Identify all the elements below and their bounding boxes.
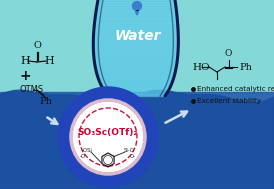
Text: O: O (225, 50, 232, 59)
Text: H: H (20, 56, 30, 66)
Text: H: H (44, 56, 54, 66)
Text: Enhanced catalytic reactivity: Enhanced catalytic reactivity (197, 86, 274, 92)
Text: Water: Water (115, 29, 161, 43)
Text: SO₃Sc(OTf)₂: SO₃Sc(OTf)₂ (78, 128, 138, 136)
Text: Si-O: Si-O (124, 149, 135, 153)
Text: O: O (33, 41, 41, 50)
Text: OTMS: OTMS (19, 85, 43, 94)
Polygon shape (136, 10, 138, 15)
Text: O-: O- (130, 154, 136, 160)
Text: Ph: Ph (239, 63, 252, 71)
Text: Excellent stability: Excellent stability (197, 98, 261, 104)
Text: HO: HO (192, 63, 210, 71)
Text: Ph: Ph (39, 98, 52, 106)
Text: -O: -O (80, 154, 86, 160)
Circle shape (133, 2, 141, 11)
Text: +: + (19, 69, 31, 83)
Circle shape (58, 87, 158, 187)
Text: -OSi: -OSi (82, 149, 92, 153)
Circle shape (73, 102, 143, 172)
Bar (0, 92, 274, 189)
